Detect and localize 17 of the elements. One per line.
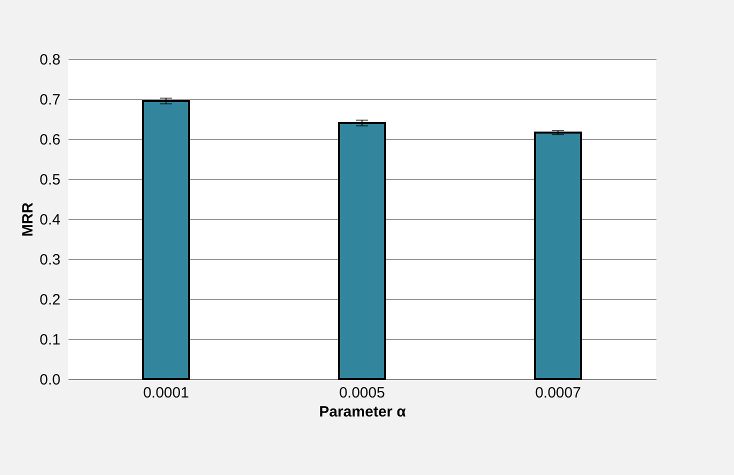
y-tick-label: 0.5 — [40, 172, 60, 188]
x-tick-label: 0.0005 — [339, 384, 385, 402]
y-axis-title: MRR — [20, 202, 37, 237]
bar — [338, 122, 386, 380]
y-tick-label: 0.8 — [40, 52, 60, 68]
bar — [534, 132, 582, 380]
bar — [142, 100, 190, 380]
y-tick-label: 0.7 — [40, 92, 60, 108]
y-tick-label: 0.4 — [40, 212, 60, 228]
y-tick-label: 0.6 — [40, 132, 60, 148]
y-tick-label: 0.1 — [40, 332, 60, 348]
y-tick-label: 0.3 — [40, 252, 60, 268]
y-tick-label: 0.2 — [40, 292, 60, 308]
y-tick-label: 0.0 — [40, 372, 60, 388]
x-tick-label: 0.0001 — [143, 384, 189, 402]
x-axis-title: Parameter α — [319, 404, 407, 420]
x-tick-label: 0.0007 — [535, 384, 581, 402]
